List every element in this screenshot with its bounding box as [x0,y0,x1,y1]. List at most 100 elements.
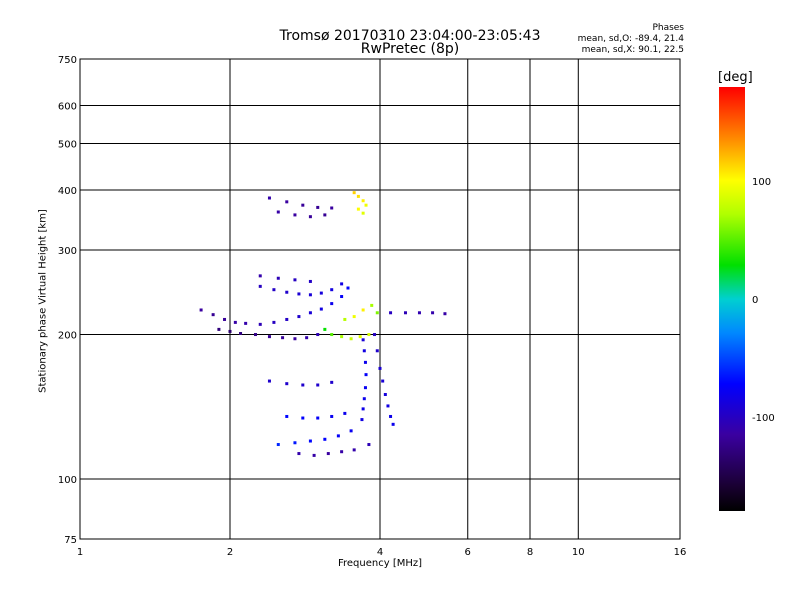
data-point [403,311,407,315]
data-point [272,288,276,292]
data-point [301,416,305,420]
x-tick-label: 16 [674,547,687,558]
chart-subtitle: RwPretec (8p) [360,41,460,57]
data-point [253,333,257,337]
data-point [297,315,301,319]
data-point [417,311,421,315]
data-point [316,333,320,337]
chart-title: Tromsø 20170310 23:04:00-23:05:43 [279,28,541,44]
data-point [308,311,312,315]
data-point [267,196,271,200]
data-point [343,317,347,321]
data-point [326,452,330,456]
data-point [360,418,364,422]
data-point [312,453,316,457]
y-tick-label: 200 [58,331,77,342]
data-point [316,205,320,209]
data-point [217,327,221,331]
data-point [363,360,367,364]
data-point [349,337,353,341]
data-point [276,210,280,214]
data-point [233,320,237,324]
data-point [285,200,289,204]
colorbar-tick-label: 0 [752,295,758,306]
data-point [267,335,271,339]
data-point [367,333,371,337]
data-point [330,333,334,337]
data-point [285,290,289,294]
data-point [361,211,365,215]
data-point [330,302,334,306]
data-point [258,274,262,278]
plot-frame [79,58,681,540]
data-point [323,327,327,331]
data-point [352,448,356,452]
data-point [301,203,305,207]
data-point [343,411,347,415]
data-point [373,333,377,337]
data-point [362,349,366,353]
data-point [293,441,297,445]
data-point [367,443,371,447]
y-tick-label: 500 [58,140,77,151]
data-point [308,439,312,443]
data-point [358,335,362,339]
data-point [330,206,334,210]
data-point [375,349,379,353]
data-point [285,414,289,418]
x-tick-label: 8 [527,547,533,558]
data-point [258,284,262,288]
data-point [228,329,232,333]
data-point [281,336,285,340]
data-point [319,307,323,311]
data-point [258,322,262,326]
data-point [352,191,356,195]
colorbar-tick-label: -100 [752,413,775,424]
data-point [285,382,289,386]
data-point [305,336,309,340]
data-point [361,199,365,203]
data-point [297,292,301,296]
data-point [272,320,276,324]
data-point [301,383,305,387]
data-point [293,337,297,341]
data-point [223,317,227,321]
data-point [378,366,382,370]
data-point [330,414,334,418]
y-tick-label: 600 [58,102,77,113]
x-tick-label: 6 [465,547,471,558]
colorbar-unit: [deg] [718,70,753,85]
data-point [340,450,344,454]
data-point [267,379,271,383]
data-point [381,379,385,383]
data-point [244,321,248,325]
data-point [356,207,360,211]
data-points [199,191,447,457]
data-point [199,308,203,312]
data-point [364,203,368,207]
data-point [276,443,280,447]
colorbar-tick-label: 100 [752,177,771,188]
data-point [431,311,435,315]
y-tick-label: 300 [58,246,77,257]
x-tick-label: 4 [377,547,383,558]
data-point [391,422,395,426]
data-point [386,404,390,408]
data-point [361,407,365,411]
data-point [349,429,353,433]
data-point [211,313,215,317]
data-point [362,397,366,401]
grid-lines [79,58,681,540]
data-point [364,373,368,377]
data-point [293,278,297,282]
data-point [340,335,344,339]
phases-x-stats: mean, sd,X: 90.1, 22.5 [581,45,684,55]
data-point [375,311,379,315]
phases-title: Phases [652,23,684,33]
colorbar [719,87,745,511]
data-point [319,291,323,295]
axis-ticks: 1 2 4 6 8 10 16 750 600 500 400 300 200 100 75 [58,55,686,558]
y-tick-label: 400 [58,186,77,197]
data-point [308,279,312,283]
